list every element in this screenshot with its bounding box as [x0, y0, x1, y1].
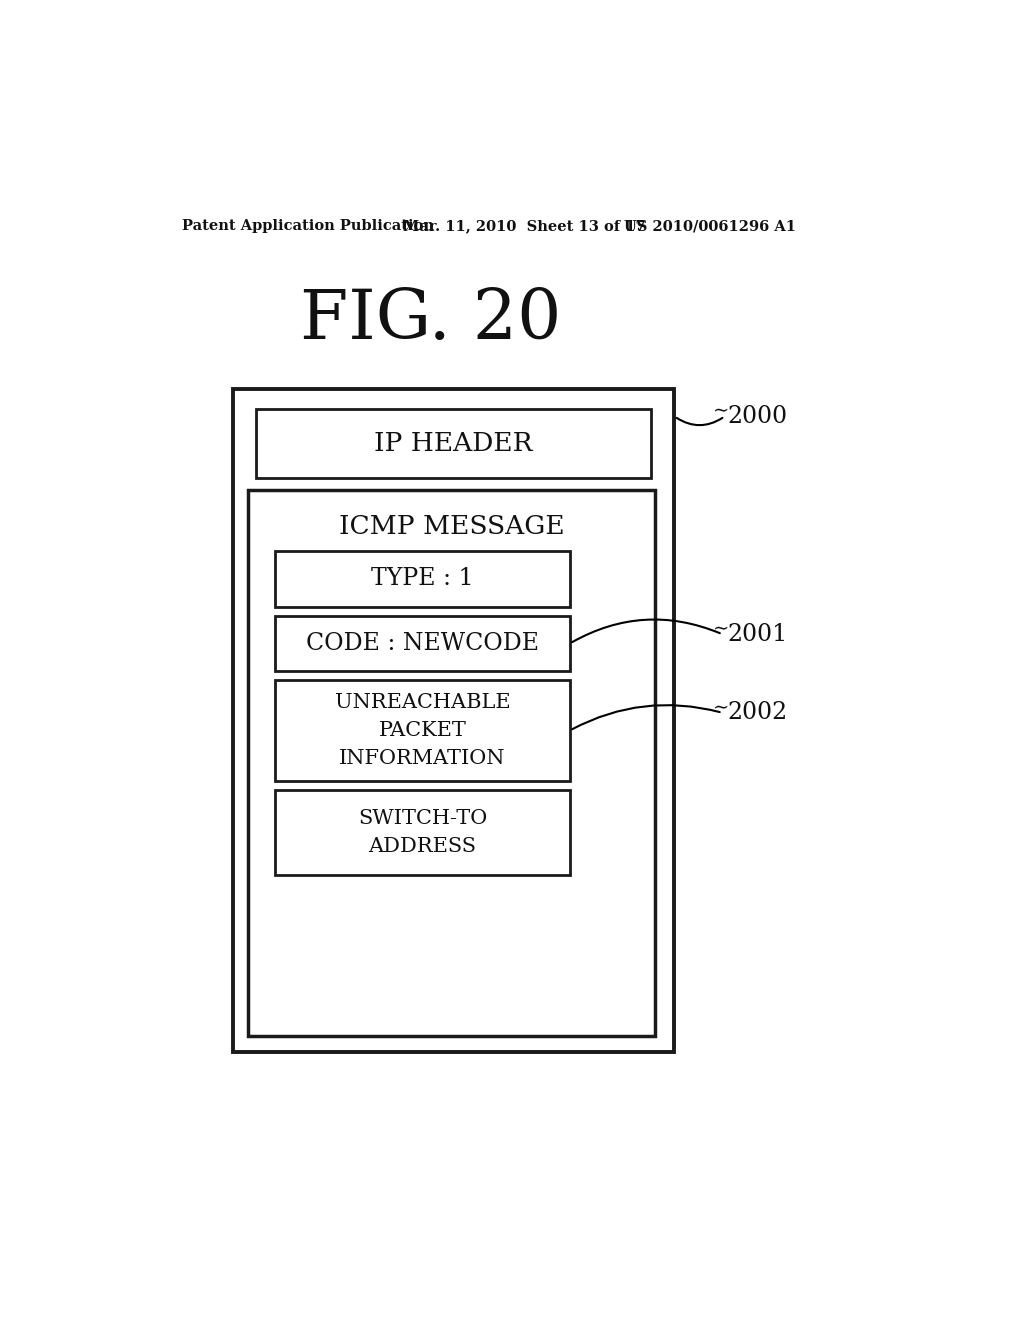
Text: Patent Application Publication: Patent Application Publication — [182, 219, 434, 234]
Text: FIG. 20: FIG. 20 — [300, 286, 561, 354]
Text: US 2010/0061296 A1: US 2010/0061296 A1 — [624, 219, 796, 234]
Bar — [275, 681, 569, 780]
Text: ∼: ∼ — [713, 700, 729, 717]
Text: ∼: ∼ — [713, 620, 729, 639]
Bar — [256, 409, 651, 478]
Bar — [275, 789, 569, 875]
Text: TYPE : 1: TYPE : 1 — [371, 568, 474, 590]
Bar — [248, 490, 655, 1036]
Text: 2002: 2002 — [727, 701, 787, 725]
Text: CODE : NEWCODE: CODE : NEWCODE — [306, 632, 539, 655]
Text: IP HEADER: IP HEADER — [374, 430, 532, 455]
Text: ICMP MESSAGE: ICMP MESSAGE — [339, 513, 564, 539]
Text: 2000: 2000 — [727, 405, 787, 428]
Text: UNREACHABLE
PACKET
INFORMATION: UNREACHABLE PACKET INFORMATION — [335, 693, 510, 768]
Text: Mar. 11, 2010  Sheet 13 of 17: Mar. 11, 2010 Sheet 13 of 17 — [403, 219, 646, 234]
Text: ∼: ∼ — [713, 403, 729, 421]
Text: SWITCH-TO
ADDRESS: SWITCH-TO ADDRESS — [357, 809, 487, 855]
Bar — [275, 552, 569, 607]
Text: 2001: 2001 — [727, 623, 787, 645]
Bar — [275, 615, 569, 671]
Bar — [232, 389, 675, 1052]
